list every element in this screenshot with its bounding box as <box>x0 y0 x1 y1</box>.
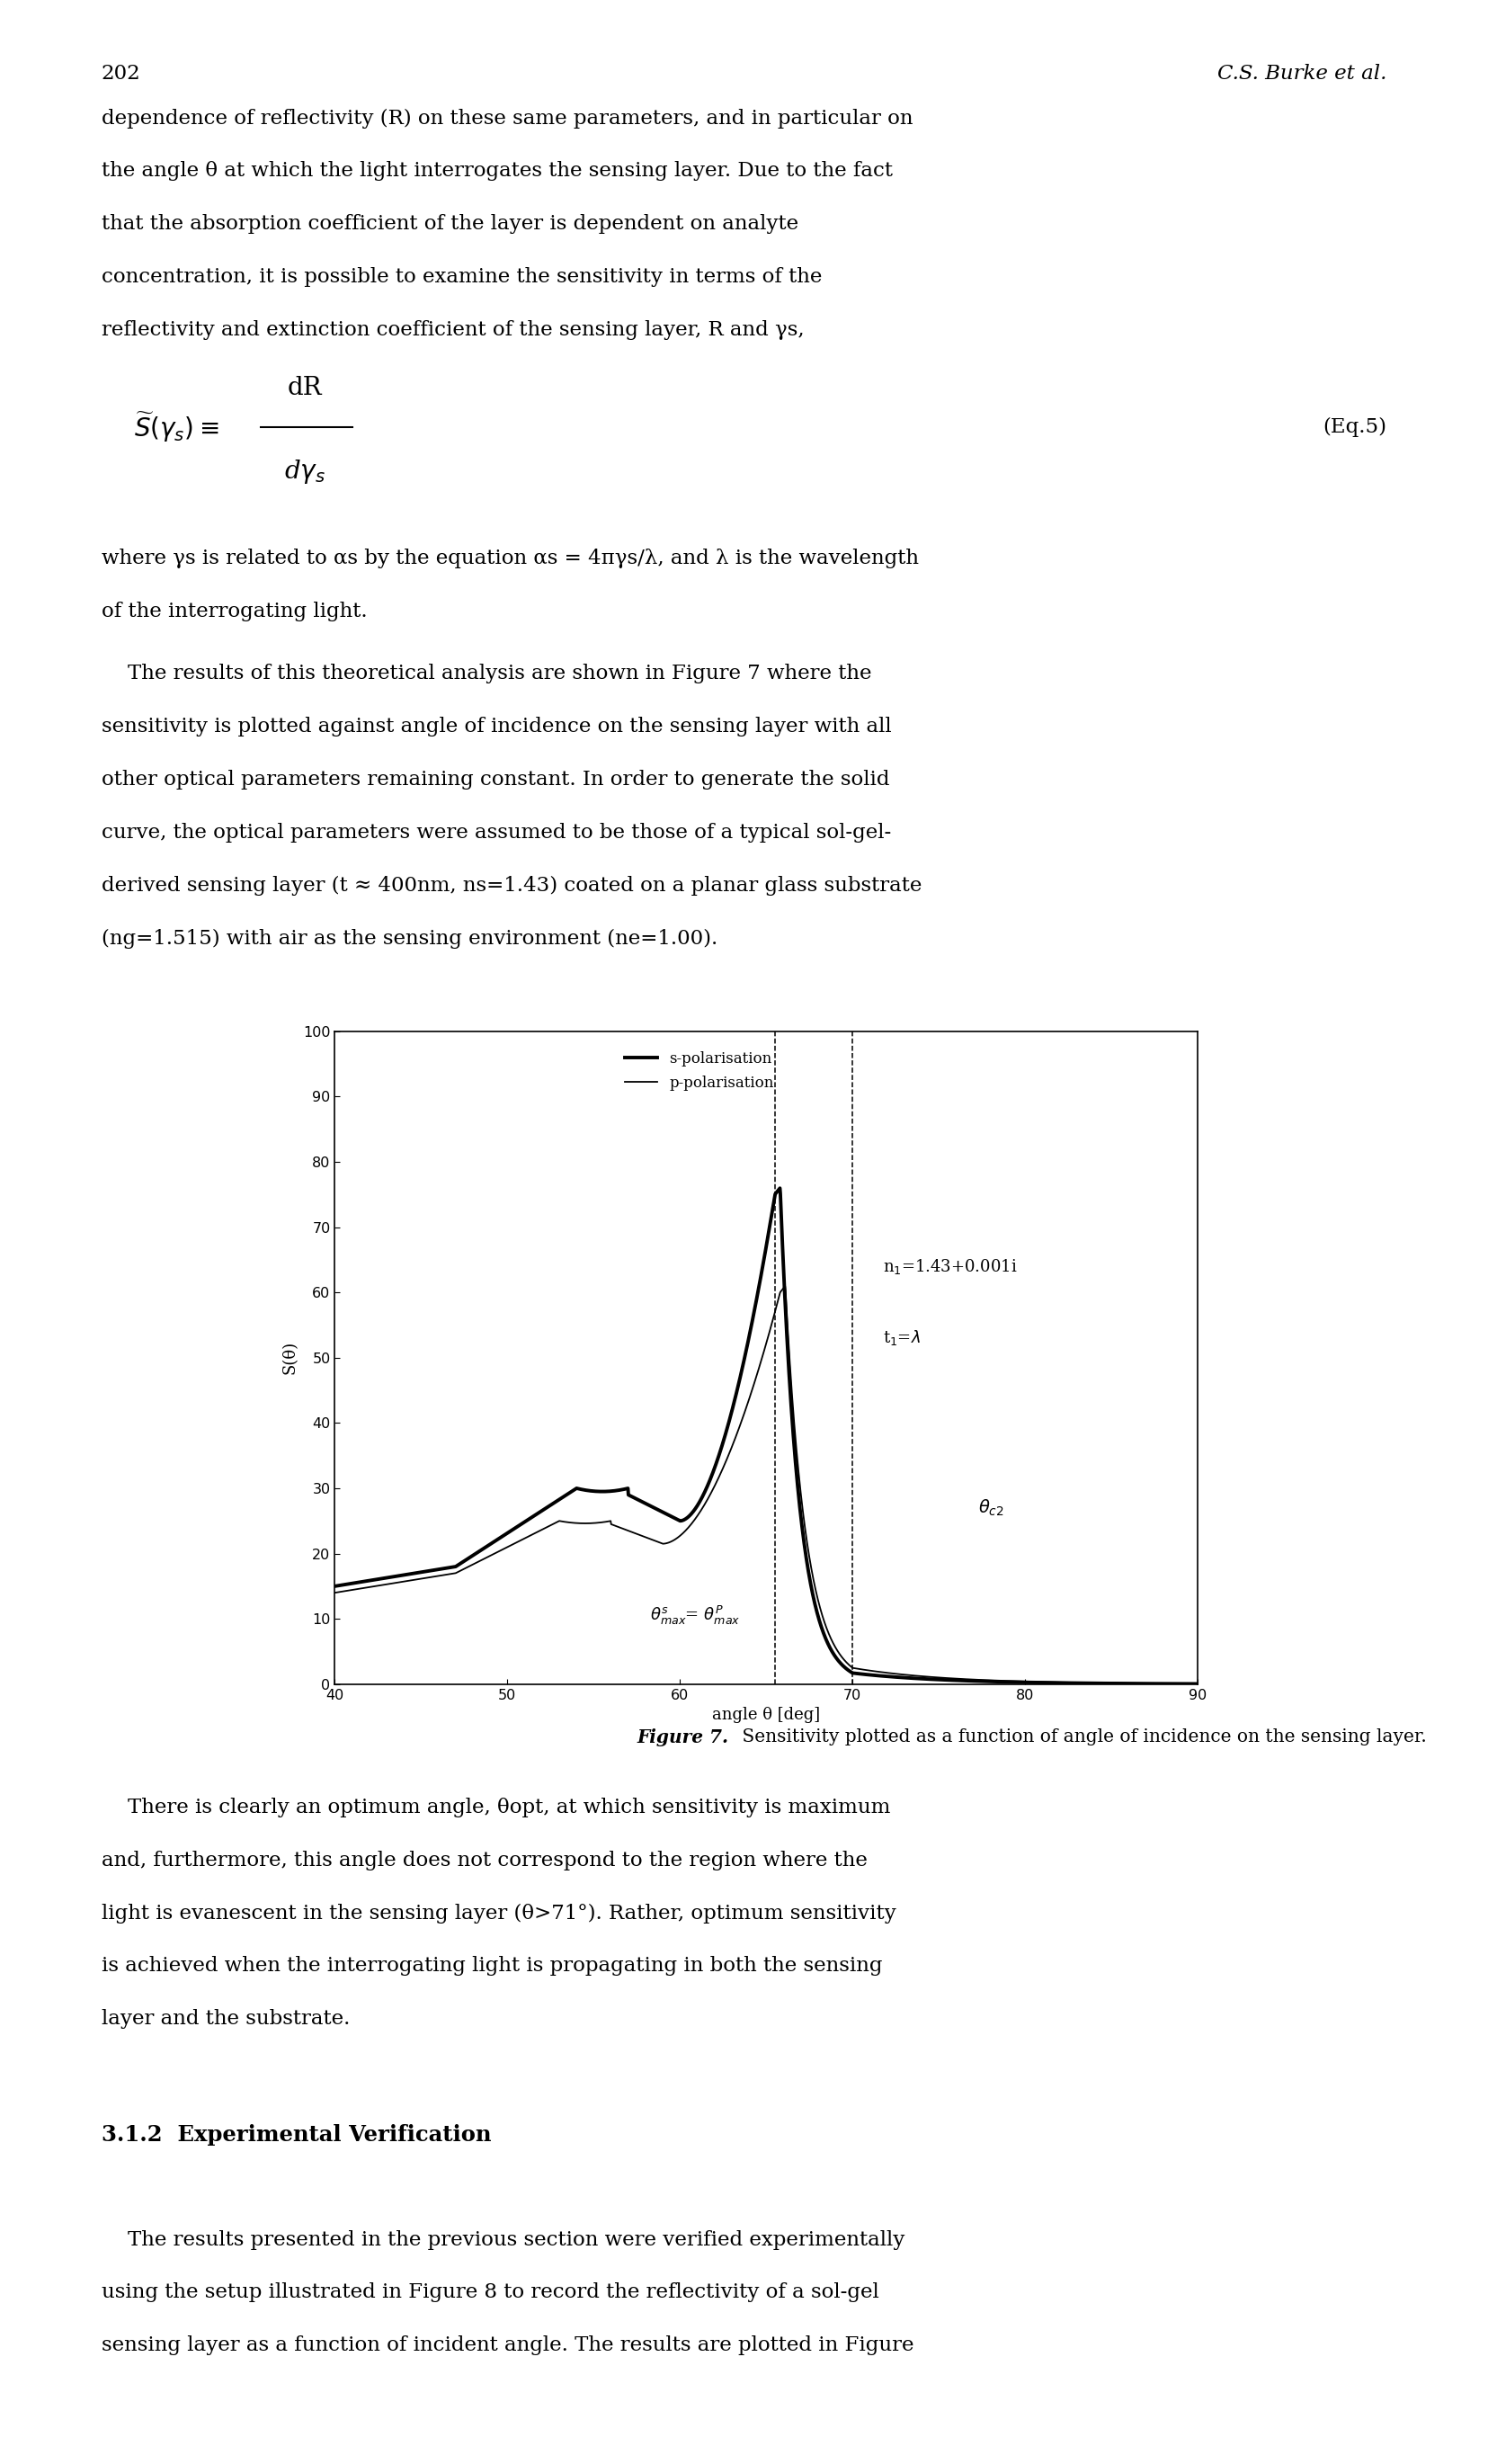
s-polarisation <box>326 1572 344 1602</box>
Text: $\widetilde{S}(\gamma_s) \equiv$: $\widetilde{S}(\gamma_s) \equiv$ <box>134 411 219 444</box>
p-polarisation <box>371 1572 388 1602</box>
Text: C.S. Burke et al.: C.S. Burke et al. <box>1217 64 1387 84</box>
Text: of the interrogating light.: of the interrogating light. <box>101 601 368 621</box>
Text: is achieved when the interrogating light is propagating in both the sensing: is achieved when the interrogating light… <box>101 1956 882 1976</box>
s-polarisation <box>771 1173 789 1202</box>
Text: concentration, it is possible to examine the sensitivity in terms of the: concentration, it is possible to examine… <box>101 269 821 288</box>
Text: n$_1$=1.43+0.001i: n$_1$=1.43+0.001i <box>882 1257 1018 1276</box>
Text: derived sensing layer (t ≈ 400nm, ns=1.43) coated on a planar glass substrate: derived sensing layer (t ≈ 400nm, ns=1.4… <box>101 875 921 897</box>
p-polarisation <box>723 1434 741 1464</box>
Text: $\theta^s_{max}$= $\theta^P_{max}$: $\theta^s_{max}$= $\theta^P_{max}$ <box>650 1604 740 1626</box>
s-polarisation <box>723 1397 741 1427</box>
s-polarisation <box>371 1565 388 1594</box>
p-polarisation <box>1164 1668 1181 1698</box>
Text: curve, the optical parameters were assumed to be those of a typical sol-gel-: curve, the optical parameters were assum… <box>101 823 891 843</box>
Text: t$_1$=$\lambda$: t$_1$=$\lambda$ <box>882 1328 921 1348</box>
Text: the angle θ at which the light interrogates the sensing layer. Due to the fact: the angle θ at which the light interroga… <box>101 163 893 182</box>
Text: (ng=1.515) with air as the sensing environment (ne=1.00).: (ng=1.515) with air as the sensing envir… <box>101 929 717 949</box>
s-polarisation <box>1164 1668 1181 1698</box>
p-polarisation <box>745 1368 763 1397</box>
s-polarisation <box>1189 1668 1207 1698</box>
p-polarisation <box>1189 1668 1207 1698</box>
Text: dependence of reflectivity (R) on these same parameters, and in particular on: dependence of reflectivity (R) on these … <box>101 108 912 128</box>
Text: There is clearly an optimum angle, θopt, at which sensitivity is maximum: There is clearly an optimum angle, θopt,… <box>101 1796 890 1816</box>
Text: reflectivity and extinction coefficient of the sensing layer, R and γs,: reflectivity and extinction coefficient … <box>101 320 804 340</box>
Text: using the setup illustrated in Figure 8 to record the reflectivity of a sol-gel: using the setup illustrated in Figure 8 … <box>101 2282 879 2301</box>
Text: d$\gamma_s$: d$\gamma_s$ <box>284 458 326 485</box>
Text: The results of this theoretical analysis are shown in Figure 7 where the: The results of this theoretical analysis… <box>101 663 872 685</box>
X-axis label: angle θ [deg]: angle θ [deg] <box>713 1708 820 1722</box>
Line: p-polarisation: p-polarisation <box>335 1286 1198 1683</box>
Text: light is evanescent in the sensing layer (θ>71°). Rather, optimum sensitivity: light is evanescent in the sensing layer… <box>101 1902 896 1924</box>
Text: (Eq.5): (Eq.5) <box>1323 416 1387 439</box>
Text: other optical parameters remaining constant. In order to generate the solid: other optical parameters remaining const… <box>101 769 890 791</box>
p-polarisation <box>777 1271 795 1301</box>
p-polarisation <box>1164 1668 1181 1698</box>
Text: 3.1.2  Experimental Verification: 3.1.2 Experimental Verification <box>101 2124 491 2146</box>
Text: dR: dR <box>287 377 323 399</box>
Line: s-polarisation: s-polarisation <box>335 1188 1198 1683</box>
Text: where γs is related to αs by the equation αs = 4πγs/λ, and λ is the wavelength: where γs is related to αs by the equatio… <box>101 547 918 569</box>
Text: 202: 202 <box>101 64 140 84</box>
Text: sensitivity is plotted against angle of incidence on the sensing layer with all: sensitivity is plotted against angle of … <box>101 717 891 737</box>
Legend: s-polarisation, p-polarisation: s-polarisation, p-polarisation <box>619 1045 780 1096</box>
Text: Figure 7.: Figure 7. <box>637 1727 729 1747</box>
s-polarisation <box>745 1296 763 1326</box>
Text: and, furthermore, this angle does not correspond to the region where the: and, furthermore, this angle does not co… <box>101 1850 868 1870</box>
Y-axis label: S(θ): S(θ) <box>281 1340 298 1375</box>
Text: The results presented in the previous section were verified experimentally: The results presented in the previous se… <box>101 2230 905 2250</box>
Text: Sensitivity plotted as a function of angle of incidence on the sensing layer.: Sensitivity plotted as a function of ang… <box>737 1727 1427 1745</box>
Text: sensing layer as a function of incident angle. The results are plotted in Figure: sensing layer as a function of incident … <box>101 2336 914 2356</box>
s-polarisation <box>1164 1668 1181 1698</box>
p-polarisation <box>326 1577 344 1607</box>
Text: that the absorption coefficient of the layer is dependent on analyte: that the absorption coefficient of the l… <box>101 214 798 234</box>
p-polarisation <box>1006 1666 1024 1695</box>
s-polarisation <box>1006 1668 1024 1698</box>
Text: $\theta_{c2}$: $\theta_{c2}$ <box>978 1498 1003 1518</box>
Text: layer and the substrate.: layer and the substrate. <box>101 2008 350 2028</box>
